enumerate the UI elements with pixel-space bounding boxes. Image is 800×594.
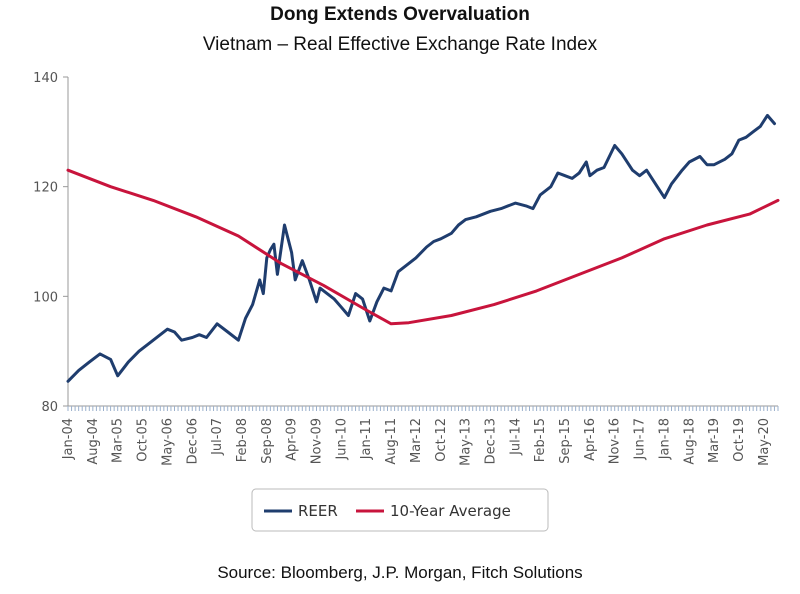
x-tick-label: Jan-18 — [657, 418, 672, 460]
x-tick-label: Sep-08 — [260, 418, 275, 464]
x-tick-label: Dec-06 — [185, 418, 200, 464]
x-tick-label: Apr-16 — [583, 418, 598, 461]
legend-box — [251, 488, 549, 532]
x-tick-label: Mar-12 — [409, 418, 424, 463]
x-tick-label: Oct-05 — [136, 418, 151, 462]
y-tick-label: 120 — [33, 181, 58, 196]
x-tick-label: Oct-12 — [434, 418, 449, 462]
x-tick-label: Jun-10 — [334, 418, 349, 461]
x-tick-label: Nov-09 — [310, 418, 325, 464]
x-tick-label: Mar-19 — [707, 418, 722, 463]
x-tick-label: Sep-15 — [558, 418, 573, 464]
x-tick-label: Jan-11 — [359, 418, 374, 460]
series-layer — [66, 113, 780, 383]
x-tick-label: Nov-16 — [608, 418, 623, 464]
x-tick-label: Apr-09 — [285, 418, 300, 461]
chart-source: Source: Bloomberg, J.P. Morgan, Fitch So… — [217, 563, 583, 582]
x-tick-label: Dec-13 — [483, 418, 498, 464]
chart-title: Dong Extends Overvaluation — [270, 4, 530, 25]
series-line-reer — [66, 113, 776, 383]
x-tick-label: Jul-14 — [508, 418, 523, 456]
x-tick-label: May-06 — [160, 418, 175, 466]
legend-label-reer: REER — [298, 502, 338, 520]
x-tick-label: Jul-07 — [210, 418, 225, 456]
x-tick-label: Mar-05 — [111, 418, 126, 463]
legend-label-10-year-average: 10-Year Average — [390, 502, 511, 520]
chart-legend: REER 10-Year Average — [251, 488, 549, 532]
x-tick-label: Feb-15 — [533, 418, 548, 462]
chart-subtitle: Vietnam – Real Effective Exchange Rate I… — [202, 34, 598, 55]
x-tick-label: Aug-11 — [384, 418, 399, 465]
x-tick-label: Oct-19 — [732, 418, 747, 462]
chart-axes: 80 100 120 140 Jan-04 Aug-04 Mar-05 Oct-05 May-0… — [33, 71, 779, 466]
x-tick-label: Aug-04 — [86, 418, 101, 465]
x-tick-label: May-20 — [757, 418, 772, 466]
x-tick-label: Jan-04 — [61, 418, 76, 460]
x-tick-label: Feb-08 — [235, 418, 250, 462]
series-line-10-year-average — [66, 168, 780, 326]
y-tick-label: 140 — [33, 71, 58, 86]
x-tick-label: Aug-18 — [682, 418, 697, 465]
y-tick-label: 80 — [41, 400, 58, 415]
x-tick-label: May-13 — [459, 418, 474, 466]
y-tick-label: 100 — [33, 290, 58, 305]
x-tick-label: Jun-17 — [633, 418, 648, 461]
